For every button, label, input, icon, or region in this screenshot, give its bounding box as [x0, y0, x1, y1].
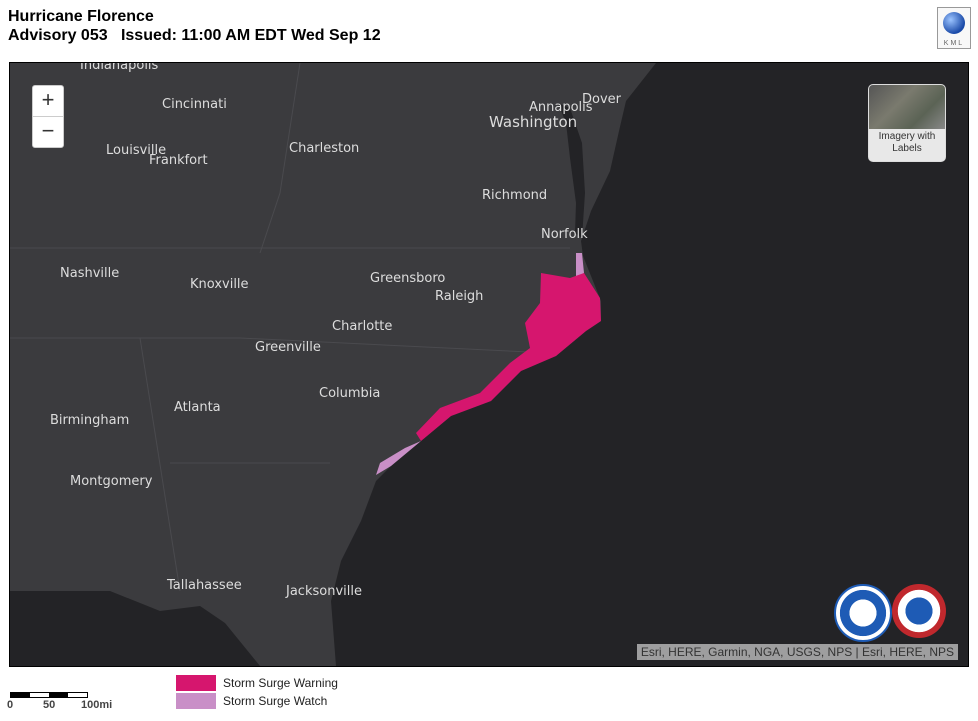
- legend-label-watch: Storm Surge Watch: [223, 694, 328, 708]
- city-label: Birmingham: [50, 413, 130, 428]
- map[interactable]: Indianapolis Cincinnati Louisville Frank…: [9, 62, 969, 667]
- city-label: Louisville: [106, 143, 167, 158]
- city-label: Indianapolis: [80, 62, 159, 73]
- city-label: Montgomery: [70, 474, 153, 489]
- city-label: Frankfort: [149, 153, 208, 168]
- city-label: Columbia: [319, 386, 381, 401]
- city-label: Atlanta: [174, 400, 221, 415]
- page-title: Hurricane Florence Advisory 053 Issued: …: [8, 7, 381, 45]
- scale-label: 50: [43, 699, 56, 711]
- city-label: Dover: [582, 92, 621, 107]
- map-attribution: Esri, HERE, Garmin, NGA, USGS, NPS | Esr…: [636, 644, 958, 660]
- zoom-in-button[interactable]: +: [41, 87, 55, 112]
- storm-surge-warning: [416, 273, 601, 441]
- basemap-toggle[interactable]: Imagery with Labels: [868, 84, 946, 162]
- city-label: Charleston: [289, 141, 360, 156]
- storm-title: Hurricane Florence: [8, 8, 154, 25]
- map-land: [10, 63, 656, 666]
- legend-swatch-warning: [176, 675, 216, 691]
- city-label: Knoxville: [190, 277, 249, 292]
- city-label: Washington: [489, 113, 578, 131]
- city-label: Cincinnati: [162, 97, 227, 112]
- land-shape: [10, 63, 656, 666]
- scale-label: 100mi: [81, 699, 113, 711]
- scale-bar: [10, 692, 88, 698]
- globe-icon: [943, 12, 965, 34]
- city-label: Greenville: [255, 340, 321, 355]
- state-borders: [10, 63, 570, 592]
- basemap-thumbnail: [869, 85, 945, 129]
- city-label: Annapolis: [529, 100, 593, 115]
- city-label: Raleigh: [435, 289, 484, 304]
- basemap-label: Imagery with Labels: [878, 131, 936, 154]
- city-label: Norfolk: [541, 227, 588, 242]
- city-label: Tallahassee: [167, 578, 242, 593]
- city-label: Jacksonville: [286, 584, 362, 599]
- storm-surge-watch-south: [376, 441, 421, 475]
- city-label: Charlotte: [332, 319, 393, 334]
- legend-swatch-watch: [176, 693, 216, 709]
- chesapeake-bay: [558, 103, 585, 238]
- city-label: Nashville: [60, 266, 120, 281]
- city-label: Richmond: [482, 188, 548, 203]
- kml-label: KML: [943, 40, 965, 47]
- storm-surge-watch-north: [576, 253, 584, 278]
- scale-label: 0: [7, 699, 14, 711]
- legend-label-warning: Storm Surge Warning: [223, 676, 338, 690]
- city-label: Greensboro: [370, 271, 446, 286]
- advisory-subtitle: Advisory 053 Issued: 11:00 AM EDT Wed Se…: [8, 27, 381, 44]
- zoom-control: + −: [32, 85, 64, 148]
- nws-logo: [892, 584, 946, 638]
- kml-download-icon[interactable]: KML: [937, 7, 971, 49]
- zoom-out-button[interactable]: −: [33, 116, 63, 147]
- noaa-logo: [834, 584, 892, 642]
